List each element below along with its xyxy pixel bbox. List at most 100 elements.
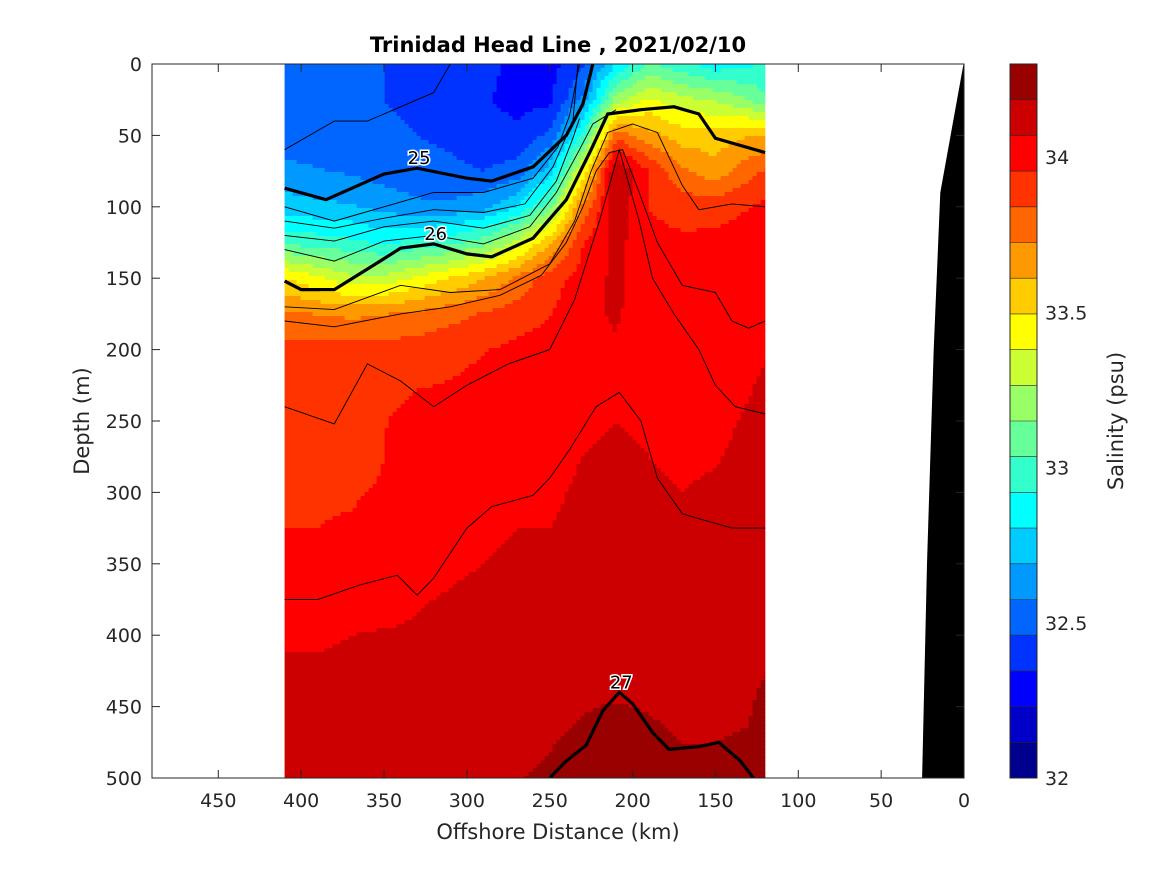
salinity-cell (288, 68, 294, 73)
salinity-cell (308, 160, 314, 165)
salinity-cell (564, 204, 570, 209)
salinity-cell (340, 184, 346, 189)
salinity-cell (724, 208, 730, 213)
salinity-cell (452, 124, 458, 129)
salinity-cell (640, 196, 646, 201)
salinity-cell (636, 164, 642, 169)
salinity-cell (492, 140, 498, 145)
salinity-cell (644, 124, 650, 129)
salinity-cell (676, 204, 682, 209)
salinity-cell (556, 124, 562, 129)
salinity-cell (612, 136, 618, 141)
salinity-cell (700, 76, 706, 81)
salinity-cell (648, 180, 654, 185)
salinity-cell (752, 168, 758, 173)
salinity-cell (500, 104, 506, 109)
salinity-cell (752, 200, 758, 205)
salinity-cell (408, 152, 414, 157)
salinity-cell (404, 140, 410, 145)
salinity-cell (552, 64, 558, 69)
salinity-cell (372, 80, 378, 85)
salinity-cell (304, 184, 310, 189)
salinity-cell (760, 160, 766, 165)
salinity-cell (732, 104, 738, 109)
salinity-cell (752, 220, 758, 225)
salinity-cell (444, 220, 450, 225)
salinity-cell (524, 84, 530, 89)
salinity-cell (724, 192, 730, 197)
salinity-cell (656, 144, 662, 149)
salinity-cell (696, 212, 702, 217)
salinity-cell (388, 220, 394, 225)
salinity-cell (552, 224, 558, 229)
salinity-cell (740, 216, 746, 221)
salinity-cell (644, 136, 650, 141)
salinity-cell (420, 224, 426, 229)
salinity-cell (696, 88, 702, 93)
salinity-cell (764, 208, 766, 213)
salinity-cell (700, 136, 706, 141)
salinity-cell (400, 140, 406, 145)
salinity-cell (472, 132, 478, 137)
salinity-cell (716, 144, 722, 149)
salinity-cell (372, 208, 378, 213)
salinity-cell (584, 76, 590, 81)
salinity-cell (696, 224, 702, 229)
salinity-cell (748, 100, 754, 105)
salinity-cell (368, 220, 374, 225)
salinity-cell (428, 76, 434, 81)
salinity-cell (568, 96, 574, 101)
salinity-cell (380, 168, 386, 173)
salinity-cell (392, 76, 398, 81)
salinity-cell (652, 116, 658, 121)
salinity-cell (688, 88, 694, 93)
salinity-cell (756, 220, 762, 225)
salinity-cell (660, 164, 666, 169)
salinity-cell (472, 156, 478, 161)
salinity-cell (300, 216, 306, 221)
salinity-cell (288, 132, 294, 137)
salinity-cell (704, 120, 710, 125)
salinity-cell (604, 84, 610, 89)
salinity-cell (388, 116, 394, 121)
salinity-cell (700, 172, 706, 177)
salinity-cell (320, 72, 326, 77)
salinity-cell (628, 68, 634, 73)
salinity-cell (388, 192, 394, 197)
salinity-cell (556, 184, 562, 189)
salinity-cell (728, 204, 734, 209)
salinity-cell (532, 152, 538, 157)
salinity-cell (292, 228, 298, 233)
salinity-cell (640, 204, 646, 209)
salinity-cell (676, 212, 682, 217)
salinity-cell (656, 100, 662, 105)
salinity-cell (396, 104, 402, 109)
salinity-cell (452, 168, 458, 173)
salinity-cell (292, 168, 298, 173)
salinity-cell (728, 160, 734, 165)
salinity-cell (328, 228, 334, 233)
salinity-cell (464, 224, 470, 229)
salinity-cell (684, 156, 690, 161)
salinity-cell (372, 112, 378, 117)
salinity-cell (584, 196, 590, 201)
salinity-cell (296, 164, 302, 169)
salinity-cell (348, 200, 354, 205)
salinity-cell (456, 140, 462, 145)
salinity-cell (396, 64, 402, 69)
salinity-cell (380, 132, 386, 137)
salinity-cell (592, 80, 598, 85)
salinity-cell (384, 176, 390, 181)
salinity-cell (400, 80, 406, 85)
salinity-cell (640, 104, 646, 109)
salinity-cell (668, 184, 674, 189)
salinity-cell (560, 152, 566, 157)
salinity-cell (496, 200, 502, 205)
salinity-cell (708, 124, 714, 129)
salinity-cell (608, 120, 614, 125)
salinity-cell (316, 168, 322, 173)
salinity-cell (604, 120, 610, 125)
salinity-cell (536, 76, 542, 81)
salinity-cell (356, 148, 362, 153)
salinity-cell (412, 188, 418, 193)
